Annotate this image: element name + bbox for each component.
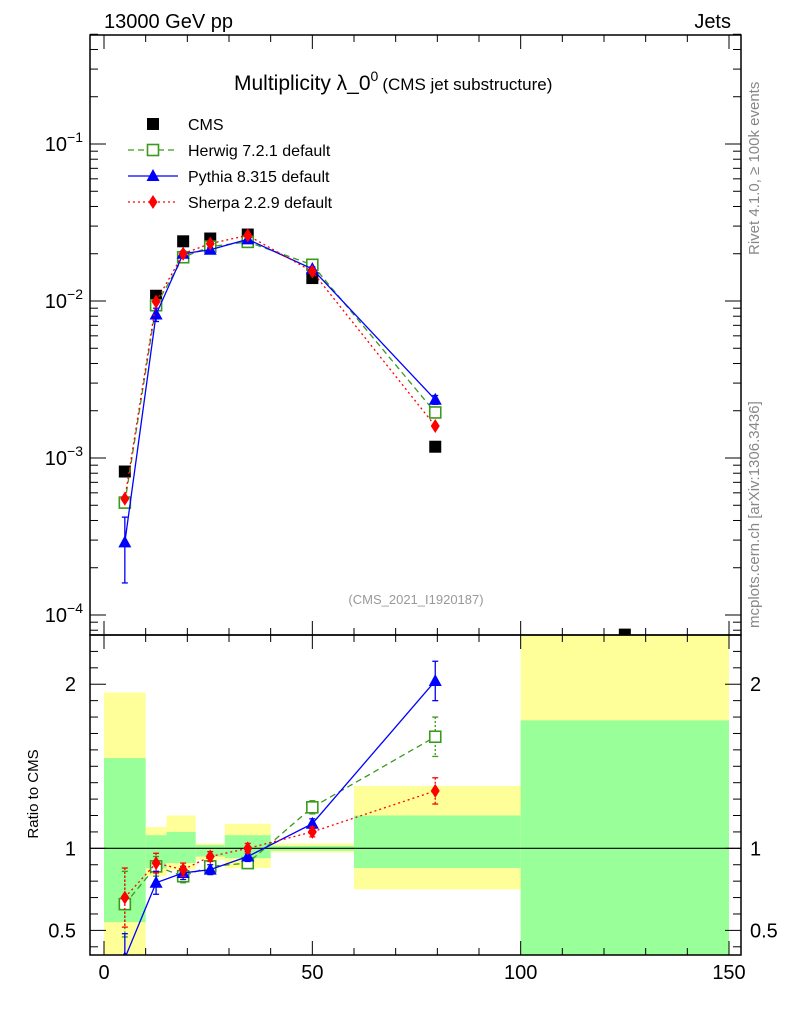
y-tick-label: 10−1 xyxy=(45,129,83,156)
legend-marker-sherpa xyxy=(148,195,158,209)
ratio-frame xyxy=(89,634,742,956)
ratio-sherpa-point xyxy=(120,890,130,905)
band-green-7 xyxy=(520,720,729,955)
pythia-line xyxy=(124,238,436,543)
ratio-sherpa-point xyxy=(205,849,215,864)
ratio-pythia-point xyxy=(122,951,127,955)
ratio-sherpa-point xyxy=(178,862,188,877)
ratio-sherpa-point xyxy=(430,783,440,798)
ratio-y-tick-label: 1 xyxy=(65,838,76,860)
cms-point xyxy=(618,628,631,635)
band-green-2 xyxy=(166,831,196,864)
chart-title: Multiplicity λ_00 (CMS jet substructure) xyxy=(234,68,552,95)
sherpa-point xyxy=(307,264,317,279)
legend-label-pythia: Pythia 8.315 default xyxy=(188,169,330,186)
ratio-herwig-point xyxy=(306,801,319,814)
ratio-y-tick-label-right: 1 xyxy=(750,838,761,860)
cms-point xyxy=(118,465,131,478)
pythia-point xyxy=(118,535,132,548)
sherpa-point xyxy=(151,294,161,309)
herwig-point xyxy=(428,406,442,419)
band-green-1 xyxy=(145,835,167,869)
legend-label-herwig: Herwig 7.2.1 default xyxy=(188,143,331,160)
ratio-pythia-point xyxy=(305,816,319,829)
ratio-y-tick-label-right: 2 xyxy=(750,674,761,696)
main-plot-series xyxy=(118,228,631,635)
ratio-pythia-point xyxy=(149,875,163,888)
ratio-sherpa-point xyxy=(151,856,161,871)
ratio-y-tick-label: 2 xyxy=(65,674,76,696)
ratio-y-tick-label: 0.5 xyxy=(48,920,76,942)
ratio-sherpa-point xyxy=(307,824,317,839)
ratio-uncertainty-bands xyxy=(90,635,741,955)
cms-point xyxy=(429,440,442,453)
y-tick-label: 10−2 xyxy=(45,286,83,313)
sherpa-point xyxy=(205,236,215,251)
ratio-ylabel: Ratio to CMS xyxy=(25,749,42,838)
ratio-plot-series xyxy=(118,660,442,955)
legend-label-cms: CMS xyxy=(188,117,224,134)
header-left: 13000 GeV pp xyxy=(104,11,233,33)
ratio-y-tick-label-right: 0.5 xyxy=(750,920,778,942)
ratio-pythia-point xyxy=(241,849,255,862)
sherpa-point xyxy=(178,246,188,261)
y-tick-label: 10−4 xyxy=(45,600,83,627)
x-tick-label: 150 xyxy=(712,962,745,984)
x-tick-label: 50 xyxy=(301,962,323,984)
sherpa-point xyxy=(430,418,440,433)
y-tick-label: 10−3 xyxy=(45,443,83,470)
legend-marker-herwig xyxy=(146,143,160,157)
band-green-6 xyxy=(354,815,521,869)
legend: CMS Herwig 7.2.1 default Pythia 8.315 defa… xyxy=(128,117,333,212)
x-tick-label: 100 xyxy=(504,962,537,984)
rivet-label: Rivet 4.1.0, ≥ 100k events xyxy=(746,82,763,255)
x-tick-label: 0 xyxy=(98,962,109,984)
axis-ticks xyxy=(90,33,741,955)
ratio-sherpa-point xyxy=(243,841,253,856)
watermark: (CMS_2021_I1920187) xyxy=(348,592,483,607)
header-right: Jets xyxy=(694,11,731,33)
pythia-point xyxy=(428,392,442,405)
sherpa-point xyxy=(243,228,253,243)
legend-label-sherpa: Sherpa 2.2.9 default xyxy=(188,195,333,212)
mcplots-label: mcplots.cern.ch [arXiv:1306.3436] xyxy=(746,401,763,628)
ratio-pythia-point xyxy=(203,862,217,875)
legend-marker-cms xyxy=(147,118,159,130)
plot-frames xyxy=(89,34,742,956)
ratio-pythia-point xyxy=(428,673,442,686)
pythia-point xyxy=(149,307,163,320)
cms-point xyxy=(177,235,190,248)
ratio-herwig-point xyxy=(428,730,442,744)
legend-marker-pythia xyxy=(146,169,160,181)
axis-labels: 0 50 100 150 10−4 10−3 10−2 10−1 0.5 0.5 1 1 2 2 xyxy=(45,129,778,984)
sherpa-line xyxy=(124,234,436,499)
sherpa-point xyxy=(120,491,130,506)
